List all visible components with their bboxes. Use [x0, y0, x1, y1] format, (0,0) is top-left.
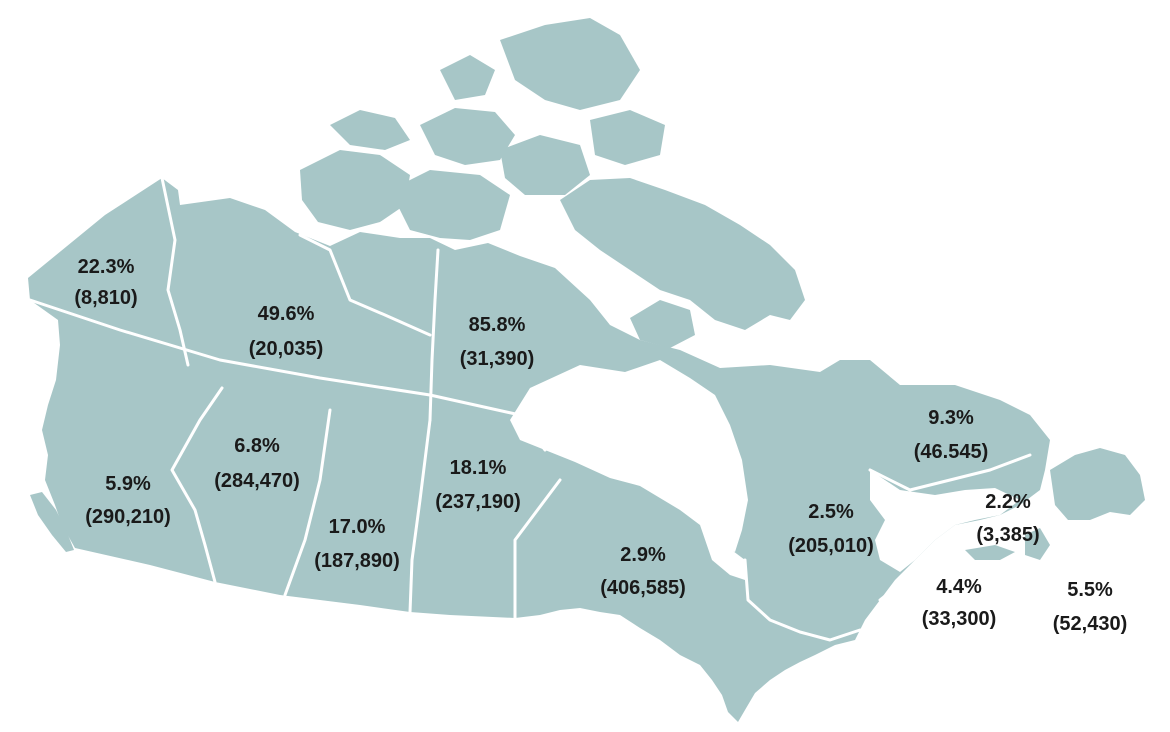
yukon-count: (8,810) [74, 287, 137, 309]
james-bay [700, 525, 745, 580]
label-yukon: 22.3% (8,810) [74, 256, 137, 309]
label-newfoundland-and-labrador: 9.3% (46.545) [914, 407, 989, 463]
label-quebec: 2.5% (205,010) [788, 501, 874, 557]
bc-count: (290,210) [85, 506, 171, 528]
alberta-count: (284,470) [214, 470, 300, 492]
alberta-percent: 6.8% [234, 435, 280, 457]
ns-count: (52,430) [1053, 613, 1128, 635]
label-prince-edward-island: 2.2% (3,385) [976, 491, 1039, 546]
arctic-island [300, 150, 410, 230]
nwt-count: (20,035) [249, 338, 324, 360]
prince-edward-island-shape [965, 545, 1015, 560]
hudson-bay [510, 360, 748, 552]
ontario-percent: 2.9% [620, 544, 666, 566]
label-nunavut: 85.8% (31,390) [460, 314, 535, 370]
pei-percent: 2.2% [985, 491, 1031, 513]
nunavut-percent: 85.8% [469, 314, 526, 336]
nwt-percent: 49.6% [258, 303, 315, 325]
nunavut-count: (31,390) [460, 348, 535, 370]
arctic-island [590, 110, 665, 165]
label-british-columbia: 5.9% (290,210) [85, 473, 171, 528]
nb-count: (33,300) [922, 608, 997, 630]
nl-count: (46.545) [914, 441, 989, 463]
arctic-island [390, 170, 510, 240]
quebec-percent: 2.5% [808, 501, 854, 523]
manitoba-count: (237,190) [435, 491, 521, 513]
arctic-island [500, 135, 590, 195]
label-new-brunswick: 4.4% (33,300) [922, 576, 997, 630]
label-alberta: 6.8% (284,470) [214, 435, 300, 492]
ns-percent: 5.5% [1067, 579, 1113, 601]
arctic-island [420, 108, 515, 165]
arctic-island [500, 18, 640, 110]
arctic-island [440, 55, 495, 100]
mainland-landmass [28, 178, 1050, 722]
saskatchewan-percent: 17.0% [329, 516, 386, 538]
pei-count: (3,385) [976, 524, 1039, 546]
label-saskatchewan: 17.0% (187,890) [314, 516, 400, 572]
nb-percent: 4.4% [936, 576, 982, 598]
bc-percent: 5.9% [105, 473, 151, 495]
label-northwest-territories: 49.6% (20,035) [249, 303, 324, 360]
cape-breton-island [1025, 528, 1050, 560]
ontario-count: (406,585) [600, 577, 686, 599]
label-manitoba: 18.1% (237,190) [435, 457, 521, 513]
southampton-island [630, 300, 695, 348]
newfoundland-island [1050, 448, 1145, 520]
quebec-count: (205,010) [788, 535, 874, 557]
borders [28, 176, 1032, 642]
label-ontario: 2.9% (406,585) [600, 544, 686, 599]
arctic-island [330, 110, 410, 150]
baffin-island [560, 178, 805, 330]
manitoba-percent: 18.1% [450, 457, 507, 479]
saskatchewan-count: (187,890) [314, 550, 400, 572]
label-nova-scotia: 5.5% (52,430) [1053, 579, 1128, 635]
nl-percent: 9.3% [928, 407, 974, 429]
gulf-of-st-lawrence [870, 470, 1020, 572]
yukon-percent: 22.3% [78, 256, 135, 278]
vancouver-island [30, 492, 74, 552]
